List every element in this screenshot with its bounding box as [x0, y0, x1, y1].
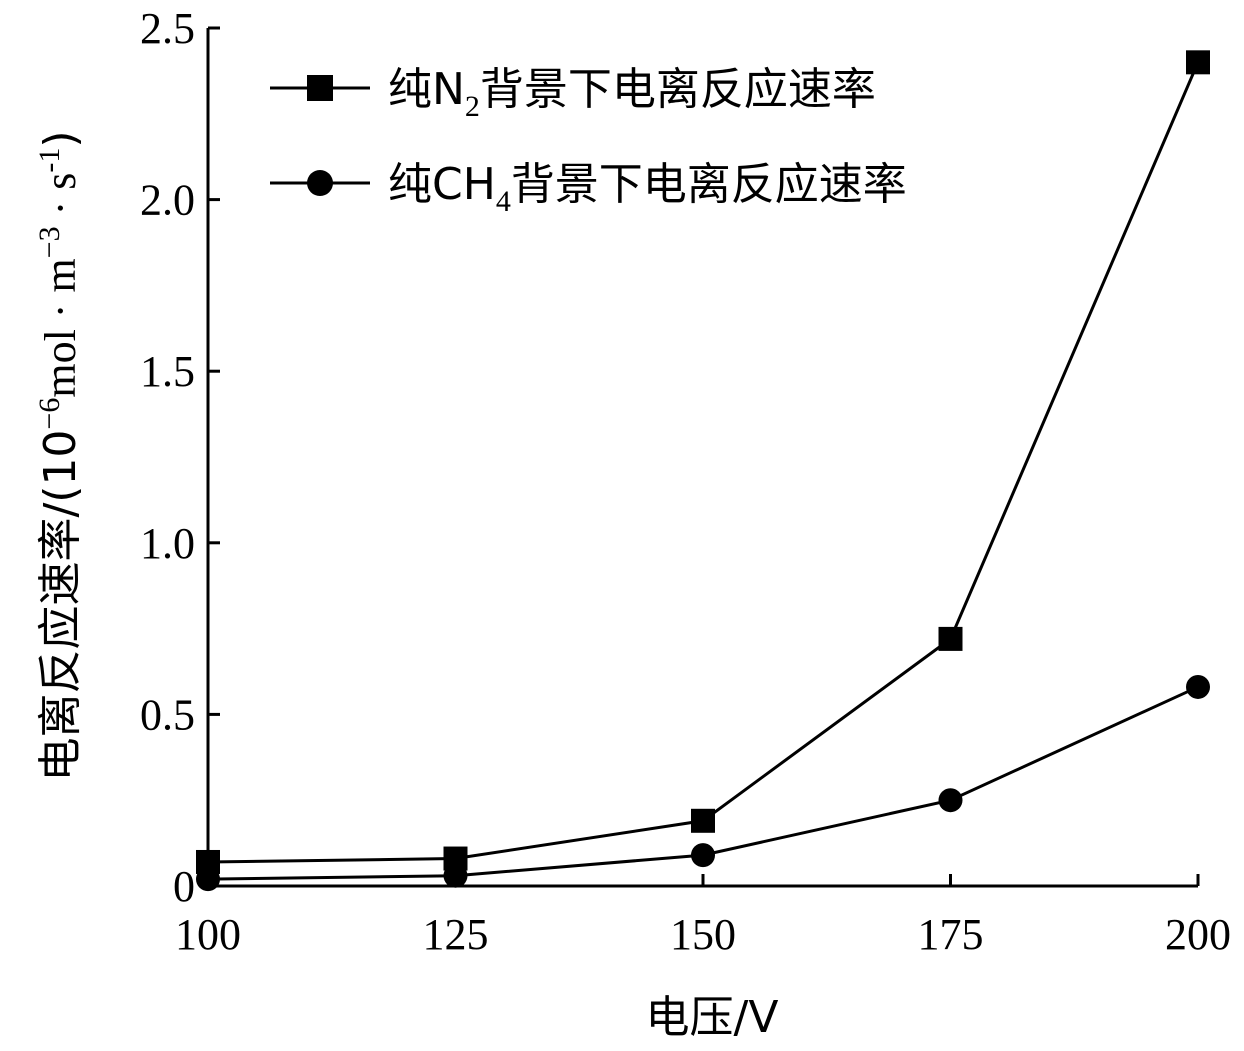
x-tick-label: 150	[670, 910, 736, 959]
data-point-circle	[443, 863, 468, 888]
legend-item-n2: 纯N2背景下电离反应速率	[270, 64, 876, 123]
data-point-square	[691, 808, 715, 833]
y-tick-label: 1.0	[140, 519, 195, 568]
x-tick-label: 100	[175, 910, 241, 959]
y-tick-label: 2.5	[140, 4, 195, 53]
data-point-circle	[196, 867, 220, 892]
y-axis-title-prefix: 电离反应速率/(10	[35, 430, 86, 782]
x-ticks: 100 125 150 175 200	[175, 874, 1231, 959]
y-axis-title-exp3: -1	[33, 148, 66, 173]
series-layer	[196, 50, 1210, 892]
y-axis-title-exp2: −3	[33, 226, 66, 258]
legend-label-n2: 纯N2背景下电离反应速率	[388, 64, 876, 123]
y-axis-title-exp1: −6	[33, 398, 66, 430]
legend-circle-marker	[307, 170, 333, 196]
y-axis-title: 电离反应速率/(10−6mol · m−3 · s-1)	[33, 130, 86, 781]
legend-label-ch4: 纯CH4背景下电离反应速率	[388, 159, 907, 218]
data-point-circle	[938, 788, 963, 813]
y-tick-label: 1.5	[140, 347, 195, 396]
x-tick-label: 200	[1165, 910, 1231, 959]
y-ticks: 0 0.5 1.0 1.5 2.0 2.5	[140, 4, 220, 911]
legend-square-marker	[307, 75, 333, 101]
x-axis-title: 电压/V	[646, 992, 779, 1043]
y-axis-title-suffix: )	[35, 130, 86, 147]
x-tick-label: 125	[423, 910, 489, 959]
y-axis-title-mid2: · s	[36, 173, 85, 227]
axes	[206, 28, 1198, 888]
y-tick-label: 0	[173, 862, 195, 911]
legend-item-ch4: 纯CH4背景下电离反应速率	[270, 159, 907, 218]
legend: 纯N2背景下电离反应速率 纯CH4背景下电离反应速率	[270, 64, 907, 218]
x-tick-label: 175	[918, 910, 984, 959]
y-axis-title-mid1: mol · m	[36, 258, 85, 397]
data-point-circle	[691, 843, 715, 868]
data-point-square	[938, 626, 963, 651]
series-ch4	[196, 674, 1210, 892]
data-point-square	[1186, 50, 1210, 75]
data-point-circle	[1186, 674, 1210, 699]
y-tick-label: 2.0	[140, 176, 195, 225]
y-tick-label: 0.5	[140, 690, 195, 739]
